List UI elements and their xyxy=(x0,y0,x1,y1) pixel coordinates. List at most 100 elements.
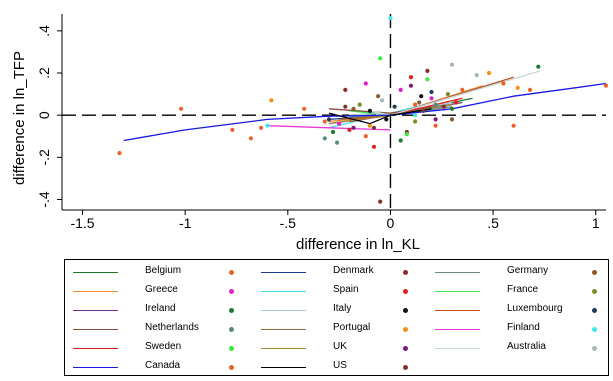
legend-dot-swatch-netherlands xyxy=(229,327,234,332)
data-point-ireland-2 xyxy=(449,106,455,111)
legend-line-swatch xyxy=(73,310,118,311)
x-tick-label-0: -1.5 xyxy=(70,215,94,231)
data-point-germany-0 xyxy=(351,106,356,111)
data-point-germany-1 xyxy=(417,100,422,105)
legend-line-swatch xyxy=(435,329,480,330)
x-tick-label-1: -1 xyxy=(179,215,192,231)
legend-line-swatch xyxy=(435,291,480,292)
legend-label: Australia xyxy=(507,341,546,352)
data-point-us-1 xyxy=(421,108,426,113)
y-tick-label-2: 0 xyxy=(36,111,52,119)
legend-line-swatch xyxy=(435,348,480,349)
data-point-denmark-1 xyxy=(425,68,430,73)
chart-canvas: -1.5 -1 -.5 0 .5 1 -.4 -.2 0 .2 .4 difference in l… xyxy=(11,14,609,253)
legend-label: France xyxy=(507,284,539,295)
data-point-belgium-5 xyxy=(460,87,465,92)
data-point-belgium-0 xyxy=(117,151,122,156)
legend-line-swatch xyxy=(73,272,118,273)
data-point-uk-1 xyxy=(408,83,414,88)
data-point-sweden-0 xyxy=(378,56,383,61)
legend-line-swatch xyxy=(73,329,118,330)
legend-dot-swatch-greece xyxy=(229,289,234,294)
legend-dot-swatch-australia xyxy=(592,346,597,351)
x-tick-label-4: .5 xyxy=(487,215,499,231)
data-point-belgium-7 xyxy=(603,83,609,88)
data-point-luxembourg-2 xyxy=(392,104,397,109)
legend-dot-swatch-italy xyxy=(403,308,408,313)
series-line-finland xyxy=(267,125,391,131)
legend-line-swatch xyxy=(435,272,480,273)
y-tick-label-4: .4 xyxy=(36,25,52,37)
data-point-finland-2 xyxy=(413,113,418,118)
data-point-netherlands-0 xyxy=(322,136,327,141)
legend-dot-swatch-canada xyxy=(229,365,234,370)
x-tick-label-2: -.5 xyxy=(280,215,297,231)
data-point-luxembourg-1 xyxy=(429,89,434,95)
x-tick-label-5: 1 xyxy=(592,215,600,231)
data-point-canada-1 xyxy=(248,136,253,141)
y-tick-label-1: -.2 xyxy=(36,149,52,166)
legend-dot-swatch-portugal xyxy=(403,327,408,332)
legend-line-swatch xyxy=(261,272,306,273)
legend-line-swatch xyxy=(261,310,306,311)
legend-line-swatch xyxy=(73,348,118,349)
data-point-germany-3 xyxy=(376,94,381,99)
data-point-belgium-1 xyxy=(179,106,184,111)
legend-label: Luxembourg xyxy=(507,303,563,314)
data-point-denmark-0 xyxy=(378,199,383,204)
data-point-belgium-8 xyxy=(363,134,368,139)
legend-dot-swatch-denmark xyxy=(403,270,408,275)
x-tick-label-3: 0 xyxy=(387,215,395,231)
legend-label: Portugal xyxy=(333,322,371,333)
y-axis-label: difference in ln_TFP xyxy=(11,51,28,185)
data-point-ireland-1 xyxy=(398,138,403,143)
data-point-finland-0 xyxy=(265,123,270,128)
y-tick-label-3: .2 xyxy=(36,67,52,79)
axes: -1.5 -1 -.5 0 .5 1 -.4 -.2 0 .2 .4 xyxy=(36,14,606,231)
legend-label: Denmark xyxy=(333,265,374,276)
data-point-canada-3 xyxy=(527,87,533,92)
x-axis-label: difference in ln_KL xyxy=(296,236,420,253)
data-point-portugal-1 xyxy=(486,70,492,76)
legend-dot-swatch-luxembourg xyxy=(592,308,597,313)
data-point-australia-1 xyxy=(474,73,479,78)
legend-line-swatch xyxy=(73,291,118,292)
data-point-finland-1 xyxy=(388,16,393,21)
legend-dot-swatch-spain xyxy=(403,289,408,294)
data-point-netherlands-2 xyxy=(433,102,438,107)
legend-line-swatch xyxy=(73,367,118,368)
y-tick-label-0: -.4 xyxy=(36,191,52,208)
data-point-greece-0 xyxy=(337,121,342,126)
legend-label: Belgium xyxy=(145,265,182,276)
data-point-greece-2 xyxy=(429,96,434,101)
plot-area xyxy=(62,14,609,210)
legend-line-swatch xyxy=(261,329,306,330)
legend-dot-swatch-sweden xyxy=(229,346,234,351)
legend-dot-swatch-germany xyxy=(592,270,597,275)
data-point-germany-2 xyxy=(449,117,455,122)
data-point-italy-0 xyxy=(367,108,372,113)
data-point-canada-2 xyxy=(302,106,307,111)
data-point-spain-1 xyxy=(408,75,414,80)
data-point-uk-2 xyxy=(433,117,438,122)
data-point-australia-2 xyxy=(380,98,385,103)
data-point-us-0 xyxy=(371,125,377,130)
data-point-ireland-0 xyxy=(330,129,336,135)
data-point-uk-0 xyxy=(351,125,356,130)
legend-label: UK xyxy=(333,341,347,352)
legend-label: Ireland xyxy=(145,303,176,314)
legend-dot-swatch-belgium xyxy=(229,270,234,275)
data-point-france-0 xyxy=(357,102,362,107)
legend-label: Canada xyxy=(145,360,181,371)
data-point-spain-2 xyxy=(454,100,459,105)
legend-line-swatch xyxy=(261,367,306,368)
data-point-australia-0 xyxy=(449,62,455,67)
legend-label: Italy xyxy=(333,303,352,314)
data-point-italy-2 xyxy=(384,117,389,122)
data-point-ireland-3 xyxy=(536,64,541,69)
legend-line-swatch xyxy=(435,310,480,311)
data-point-belgium-6 xyxy=(501,81,506,86)
legend-dot-swatch-ireland xyxy=(229,308,234,313)
data-point-canada-0 xyxy=(230,127,235,132)
series-line-us xyxy=(328,108,432,125)
